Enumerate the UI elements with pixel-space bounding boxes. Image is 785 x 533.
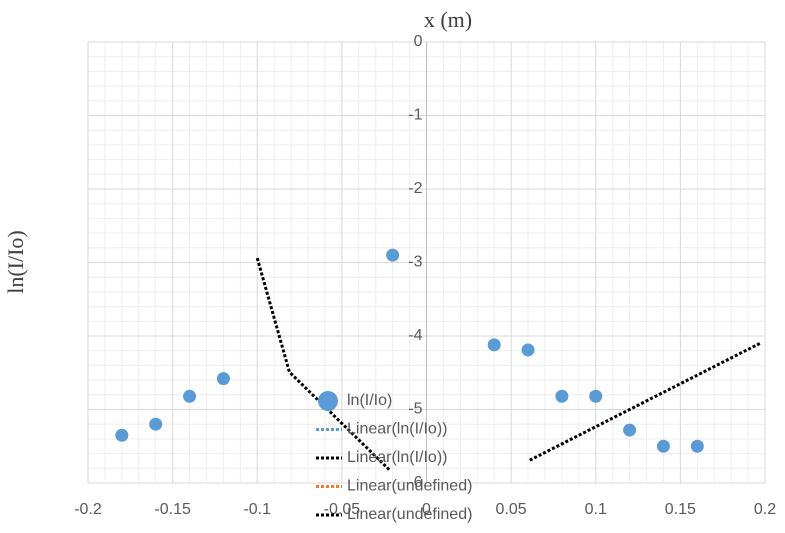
data-point [386,248,400,262]
legend-label: Linear(ln(I/Io)) [347,449,447,466]
x-tick-label: 0.2 [754,501,776,518]
data-point [149,417,163,431]
x-tick-label: 0.05 [496,501,527,518]
data-point [690,439,704,453]
data-point [555,389,569,403]
data-point [589,389,603,403]
x-tick-label: 0 [422,501,431,518]
y-tick-label: -3 [408,254,422,271]
x-tick-label: 0.15 [665,501,696,518]
legend-label: ln(I/Io) [347,392,392,409]
data-point [623,423,637,437]
trend-line [255,257,391,471]
x-tick-label: -0.15 [154,501,191,518]
y-tick-label: -4 [408,327,422,344]
y-axis-title: ln(I/Io) [3,230,28,294]
data-point [656,439,670,453]
x-tick-label: -0.2 [74,501,102,518]
legend-label: Linear(ln(I/Io)) [347,421,447,438]
y-tick-label: 0 [414,33,423,50]
x-tick-label: 0.1 [585,501,607,518]
legend-marker [318,391,338,411]
y-tick-label: -5 [408,401,422,418]
data-point [521,343,535,357]
trend-line [529,342,761,462]
data-point [216,372,230,386]
x-axis-title: x (m) [424,7,472,32]
y-tick-label: -1 [408,107,422,124]
data-point [487,338,501,352]
data-point [183,389,197,403]
data-point [115,428,129,442]
y-tick-label: -2 [408,180,422,197]
x-tick-label: -0.1 [243,501,271,518]
y-tick-label: -6 [408,474,422,491]
legend-label: Linear(undefined) [347,506,472,523]
legend-label: Linear(undefined) [347,478,472,495]
